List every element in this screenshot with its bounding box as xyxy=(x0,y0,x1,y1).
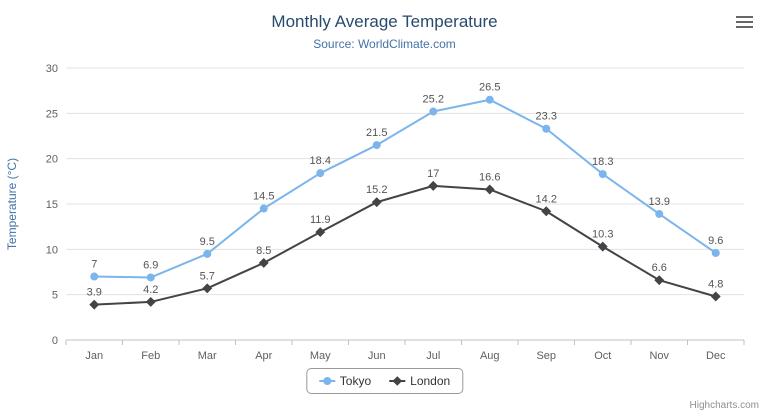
svg-text:Jun: Jun xyxy=(368,350,386,362)
svg-text:13.9: 13.9 xyxy=(649,196,670,208)
london-marker-icon xyxy=(389,376,406,386)
export-menu-button[interactable] xyxy=(733,12,757,32)
svg-text:8.5: 8.5 xyxy=(256,245,271,257)
legend-item-london[interactable]: London xyxy=(389,374,450,388)
svg-text:Oct: Oct xyxy=(594,350,611,362)
svg-text:20: 20 xyxy=(46,154,58,166)
hamburger-icon xyxy=(736,16,753,28)
svg-text:9.5: 9.5 xyxy=(200,236,215,248)
svg-text:5: 5 xyxy=(52,290,58,302)
svg-text:14.2: 14.2 xyxy=(536,193,557,205)
legend-item-tokyo[interactable]: Tokyo xyxy=(318,374,372,388)
legend-label-london: London xyxy=(410,374,451,388)
svg-text:15: 15 xyxy=(46,199,58,211)
svg-text:4.2: 4.2 xyxy=(143,284,158,296)
svg-text:26.5: 26.5 xyxy=(479,82,500,94)
svg-text:6.6: 6.6 xyxy=(652,262,667,274)
svg-text:Sep: Sep xyxy=(536,350,556,362)
svg-text:21.5: 21.5 xyxy=(366,127,387,139)
chart-title: Monthly Average Temperature xyxy=(271,12,498,31)
svg-text:18.4: 18.4 xyxy=(310,155,331,167)
svg-text:14.5: 14.5 xyxy=(253,191,274,203)
credits-link[interactable]: Highcharts.com xyxy=(689,400,759,411)
svg-text:30: 30 xyxy=(46,63,58,75)
svg-text:7: 7 xyxy=(91,259,97,271)
svg-text:23.3: 23.3 xyxy=(536,111,557,123)
svg-text:16.6: 16.6 xyxy=(479,171,500,183)
svg-text:0: 0 xyxy=(52,335,58,347)
svg-text:9.6: 9.6 xyxy=(708,235,723,247)
svg-text:15.2: 15.2 xyxy=(366,184,387,196)
svg-text:Aug: Aug xyxy=(480,350,500,362)
svg-text:Jan: Jan xyxy=(85,350,103,362)
svg-text:25: 25 xyxy=(46,108,58,120)
svg-text:Dec: Dec xyxy=(706,350,726,362)
svg-text:Feb: Feb xyxy=(141,350,160,362)
svg-text:5.7: 5.7 xyxy=(200,270,215,282)
svg-text:25.2: 25.2 xyxy=(423,94,444,106)
svg-text:18.3: 18.3 xyxy=(592,156,613,168)
svg-text:May: May xyxy=(310,350,331,362)
svg-text:11.9: 11.9 xyxy=(310,214,331,226)
svg-text:3.9: 3.9 xyxy=(87,287,102,299)
tokyo-marker-icon xyxy=(318,376,335,386)
svg-text:Temperature (°C): Temperature (°C) xyxy=(5,158,19,250)
svg-text:4.8: 4.8 xyxy=(708,278,723,290)
legend: Tokyo London xyxy=(305,368,464,394)
svg-text:6.9: 6.9 xyxy=(143,259,158,271)
svg-text:10.3: 10.3 xyxy=(592,229,613,241)
legend-label-tokyo: Tokyo xyxy=(339,374,372,388)
chart-subtitle: Source: WorldClimate.com xyxy=(313,37,456,51)
svg-text:10: 10 xyxy=(46,244,58,256)
svg-text:Apr: Apr xyxy=(255,350,272,362)
svg-text:17: 17 xyxy=(427,168,439,180)
svg-text:Mar: Mar xyxy=(198,350,217,362)
svg-text:Nov: Nov xyxy=(649,350,669,362)
svg-text:Jul: Jul xyxy=(426,350,440,362)
